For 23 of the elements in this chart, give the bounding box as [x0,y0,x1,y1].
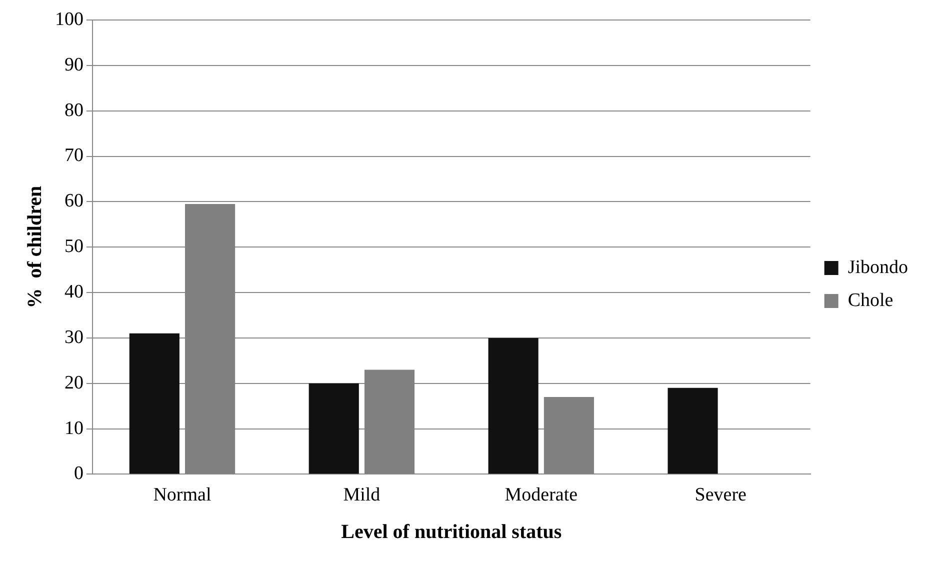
y-tick-label: 70 [64,145,84,166]
x-tick-label: Normal [153,484,212,506]
bar [308,383,359,474]
bar [668,388,718,474]
y-tick-label: 90 [64,54,84,76]
y-tick-label: 30 [64,326,84,348]
y-tick-label: 0 [74,463,84,484]
y-tick-label: 40 [64,282,84,303]
y-tick-label: 10 [64,418,84,439]
y-tick-label: 20 [64,372,84,394]
legend-label: Chole [848,290,894,311]
y-tick-label: 60 [64,190,84,212]
y-tick-label: 100 [55,8,84,30]
y-axis-title: % of children [24,186,46,308]
x-tick-label: Mild [343,484,381,506]
x-axis-title: Level of nutritional status [341,521,562,544]
bar [488,338,538,474]
legend-label: Jibondo [848,256,908,278]
x-tick-label: Severe [694,484,746,506]
y-tick-label: 50 [64,236,84,258]
bar [129,333,180,474]
x-tick-label: Moderate [504,484,578,506]
y-tick-label: 80 [64,100,84,121]
